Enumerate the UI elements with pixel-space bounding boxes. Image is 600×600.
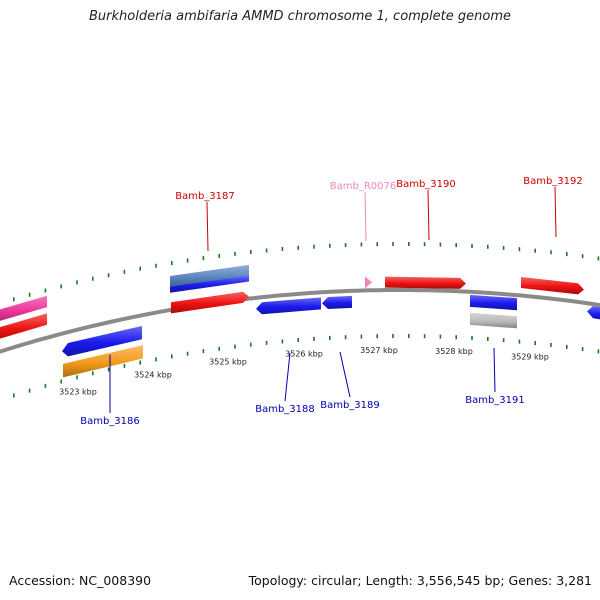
gene-feature-red[interactable] [171, 291, 249, 314]
leader-line [284, 352, 291, 402]
gene-feature-blue[interactable] [470, 294, 517, 311]
inner-tick-ring [13, 334, 600, 398]
scale-label: 3523 kbp [59, 388, 97, 397]
gene-feature-red[interactable] [0, 313, 47, 341]
gene-feature-orange[interactable] [63, 345, 143, 378]
gene-label[interactable]: Bamb_3186 [80, 416, 140, 427]
gene-feature-blue[interactable] [587, 306, 600, 321]
leader-line [427, 189, 430, 241]
gene-labels: Bamb_3187 Bamb_R0076 Bamb_3190 Bamb_3192 Bam… [80, 176, 583, 427]
leader-line [339, 351, 351, 398]
gene-label[interactable]: Bamb_3190 [396, 179, 456, 190]
label-leader-lines [109, 186, 557, 413]
gene-label[interactable]: Bamb_3187 [175, 191, 235, 202]
gene-feature-red[interactable] [521, 276, 584, 295]
gene-label[interactable]: Bamb_3191 [465, 395, 525, 406]
gene-label[interactable]: Bamb_3188 [255, 404, 315, 415]
gene-feature-steel[interactable] [170, 264, 249, 288]
leader-line [206, 201, 209, 252]
leader-line [364, 191, 367, 242]
gene-feature-blue[interactable] [256, 297, 321, 315]
scale-label: 3524 kbp [134, 370, 172, 379]
gene-label[interactable]: Bamb_R0076 [330, 181, 396, 192]
scale-label: 3525 kbp [209, 358, 247, 367]
gene-feature-blue[interactable] [62, 325, 142, 357]
gene-feature-pink[interactable] [0, 295, 47, 324]
gene-feature-gray[interactable] [470, 312, 517, 329]
leader-line [493, 347, 496, 393]
gene-feature-blue[interactable] [170, 275, 249, 293]
map-title: Burkholderia ambifaria AMMD chromosome 1… [88, 9, 512, 24]
gene-feature-blue[interactable] [322, 295, 352, 309]
gene-feature-red[interactable] [385, 276, 466, 289]
scale-label: 3528 kbp [435, 347, 473, 356]
genome-summary-text: Topology: circular; Length: 3,556,545 bp… [248, 573, 592, 588]
scale-label: 3529 kbp [511, 353, 549, 362]
gene-feature-rrna[interactable] [365, 276, 372, 289]
outer-tick-ring [13, 242, 600, 302]
gene-features[interactable] [0, 264, 600, 378]
leader-line [554, 186, 557, 238]
scale-label: 3527 kbp [360, 346, 398, 355]
gene-label[interactable]: Bamb_3189 [320, 400, 380, 411]
chromosome-backbone [0, 288, 600, 354]
scale-label: 3526 kbp [285, 350, 323, 359]
accession-text: Accession: NC_008390 [9, 573, 152, 588]
gene-label[interactable]: Bamb_3192 [523, 176, 583, 187]
scale-labels: 3523 kbp 3524 kbp 3525 kbp 3526 kbp 3527 kbp… [59, 346, 549, 396]
